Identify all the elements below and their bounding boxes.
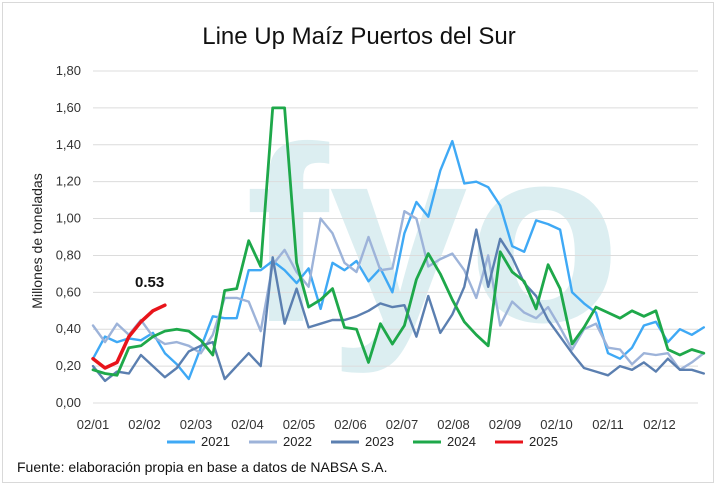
x-tick-label: 02/11 [592,417,624,432]
x-tick-label: 02/01 [77,417,110,432]
y-axis-label: Millones de toneladas [29,173,45,308]
x-tick-label: 02/02 [128,417,161,432]
chart-canvas: fyo 0,00 0,20 0,40 0,60 0,80 1,00 1,20 1,40 1,60… [17,23,706,475]
y-tick-label: 0,20 [56,358,81,373]
source-note: Fuente: elaboración propia en base a dat… [17,459,387,475]
annotation-label: 0.53 [135,274,164,291]
watermark: fyo [246,95,621,374]
y-tick-label: 1,20 [56,174,81,189]
x-tick-label: 02/04 [231,417,264,432]
legend-label-2023: 2023 [365,434,394,449]
series-line-2023 [91,228,705,383]
legend-label-2021: 2021 [201,434,230,449]
series-line-2025 [91,303,167,370]
y-tick-label: 0,60 [56,284,81,299]
y-axis-ticks: 0,00 0,20 0,40 0,60 0,80 1,00 1,20 1,40 1,60 1,80 [56,63,81,410]
x-tick-label: 02/07 [386,417,419,432]
x-tick-label: 02/08 [437,417,470,432]
legend-label-2022: 2022 [283,434,312,449]
series-line-2024 [91,106,706,377]
y-tick-label: 1,00 [56,211,81,226]
legend-label-2025: 2025 [529,434,558,449]
chart-title: Line Up Maíz Puertos del Sur [202,23,516,50]
y-tick-label: 0,40 [56,321,81,336]
legend-label-2024: 2024 [447,434,476,449]
x-tick-label: 02/05 [283,417,316,432]
chart-frame: fyo 0,00 0,20 0,40 0,60 0,80 1,00 1,20 1,40 1,60… [2,2,714,483]
y-tick-label: 1,60 [56,100,81,115]
x-tick-label: 02/10 [540,417,573,432]
x-tick-label: 02/03 [180,417,213,432]
x-tick-label: 02/09 [489,417,522,432]
series-line-2021 [91,139,705,381]
y-tick-label: 1,40 [56,137,81,152]
y-tick-label: 0,00 [56,395,81,410]
series-lines [91,106,706,383]
legend: 2021 2022 2023 2024 2025 [167,434,558,449]
x-axis-ticks: 02/01 02/02 02/03 02/04 02/05 02/06 02/07 02/08… [77,417,676,432]
y-tick-label: 0,80 [56,247,81,262]
x-tick-label: 02/06 [334,417,367,432]
y-tick-label: 1,80 [56,63,81,78]
x-tick-label: 02/12 [643,417,676,432]
